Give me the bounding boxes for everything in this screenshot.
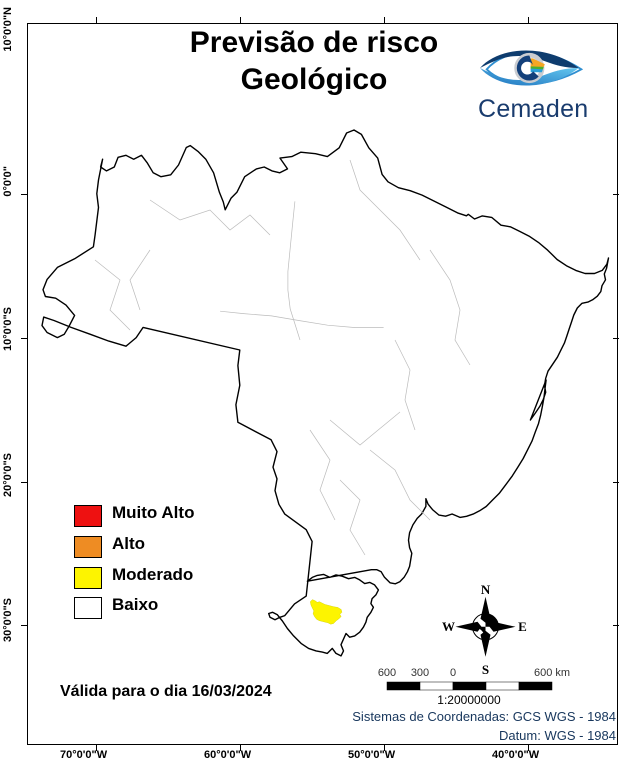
svg-text:600 km: 600 km [534, 667, 570, 679]
svg-text:0: 0 [450, 667, 456, 679]
svg-text:W: W [442, 619, 455, 634]
svg-text:1:20000000: 1:20000000 [437, 693, 501, 707]
svg-text:E: E [518, 619, 527, 634]
svg-text:600: 600 [378, 667, 396, 679]
svg-text:N: N [481, 582, 491, 597]
svg-text:S: S [482, 662, 489, 677]
svg-text:300: 300 [411, 667, 429, 679]
